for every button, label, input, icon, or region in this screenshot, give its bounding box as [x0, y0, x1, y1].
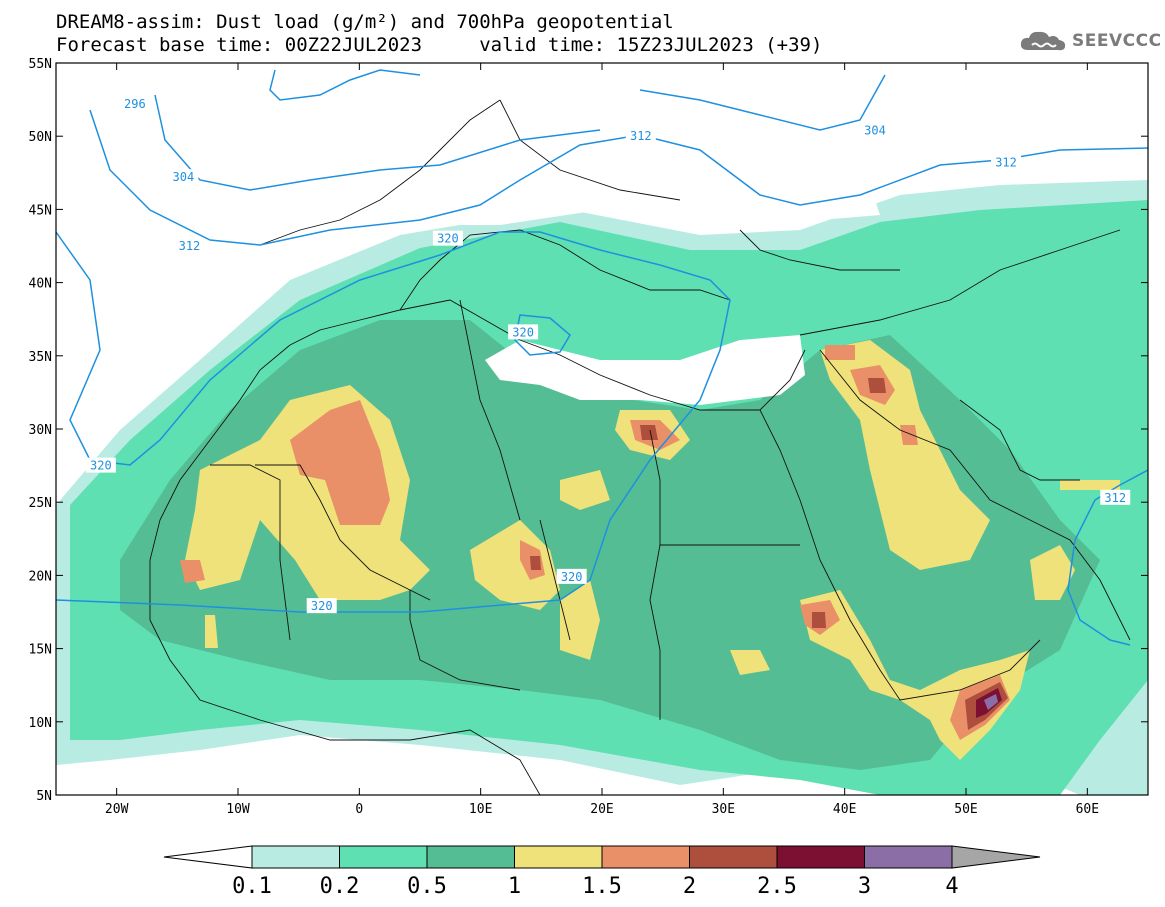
- colorbar-tick-label: 1: [508, 874, 521, 899]
- lat-tick-label: 50N: [29, 130, 52, 145]
- contour-label-bg: [168, 169, 199, 185]
- colorbar-over-arrow: [951, 845, 1041, 869]
- lon-tick-label: 10W: [226, 802, 250, 817]
- colorbar-segment: [601, 845, 690, 869]
- colorbar-segment: [426, 845, 515, 869]
- contour-label: 320: [90, 459, 112, 473]
- colorbar-tick-label: 1.5: [582, 874, 622, 899]
- lat-tick-label: 5N: [36, 789, 52, 804]
- lon-tick-label: 40E: [833, 802, 856, 817]
- contour-label-bg: [508, 324, 539, 340]
- lat-axis: 55N 50N 45N 40N 35N 30N 25N 20N 15N 10N 5N: [29, 57, 1148, 804]
- coastlines: [149, 99, 1131, 795]
- contour-320-loop: [514, 314, 571, 356]
- lon-tick-label: 50E: [954, 802, 977, 817]
- lat-tick-label: 15N: [29, 643, 52, 658]
- contour-label-bg: [991, 154, 1022, 170]
- lat-tick-label: 20N: [29, 569, 52, 584]
- lat-tick-label: 10N: [29, 716, 52, 731]
- lon-tick-label: 10E: [469, 802, 492, 817]
- contour-312-east: [1067, 469, 1148, 646]
- contour-296: [269, 69, 421, 101]
- contour-label-bg: [432, 230, 463, 246]
- colorbar-segment: [251, 845, 340, 869]
- contour-label: 320: [512, 325, 534, 339]
- colorbar-tick-label: 4: [945, 874, 958, 899]
- lon-tick-label: 20E: [590, 802, 613, 817]
- lat-tick-label: 55N: [29, 57, 52, 72]
- colorbar-tick-label: 0.2: [320, 874, 360, 899]
- contour-304-west: [154, 94, 601, 191]
- lat-tick-label: 40N: [29, 277, 52, 292]
- cloud-logo-icon: [1020, 31, 1066, 51]
- contour-label-bg: [556, 568, 587, 584]
- colorbar-segment: [514, 845, 603, 869]
- contour-label: 320: [311, 599, 333, 613]
- contour-label: 312: [1104, 491, 1126, 505]
- map-title: DREAM8-assim: Dust load (g/m²) and 700hP…: [56, 11, 674, 33]
- lon-tick-label: 20W: [105, 802, 129, 817]
- contour-label: 320: [437, 232, 459, 246]
- dust-band-3.0: [984, 694, 998, 710]
- colorbar: 0.1 0.2 0.5 1 1.5 2 2.5 3 4: [163, 845, 1041, 899]
- contour-312-west: [89, 109, 1148, 246]
- dust-load-field: [56, 63, 1148, 795]
- contour-label-bg: [306, 598, 337, 614]
- colorbar-segment: [339, 845, 428, 869]
- colorbar-tick-label: 0.5: [407, 874, 447, 899]
- colorbar-tick-label: 0.1: [232, 874, 272, 899]
- colorbar-segment: [864, 845, 953, 869]
- lat-tick-label: 30N: [29, 423, 52, 438]
- contour-label-bg: [85, 457, 116, 473]
- colorbar-tick-label: 2: [683, 874, 696, 899]
- contour-label: 312: [179, 239, 201, 253]
- mediterranean-sea: [485, 335, 805, 405]
- contour-label-bg: [860, 122, 890, 138]
- lon-tick-label: 60E: [1076, 802, 1099, 817]
- contour-label-bg: [625, 128, 656, 144]
- colorbar-under-arrow: [163, 845, 253, 869]
- lat-tick-label: 25N: [29, 496, 52, 511]
- contour-label: 304: [864, 123, 886, 137]
- lat-tick-label: 45N: [29, 203, 52, 218]
- contour-label: 320: [561, 570, 583, 584]
- colorbar-segment: [689, 845, 778, 869]
- lon-axis: 20W 10W 0 10E 20E 30E 40E 50E 60E: [105, 63, 1099, 817]
- colorbar-tick-label: 2.5: [757, 874, 797, 899]
- contour-label: 304: [173, 170, 195, 184]
- forecast-times: Forecast base time: 00Z22JUL2023 valid t…: [56, 34, 823, 56]
- contour-label: 312: [630, 129, 652, 143]
- colorbar-tick-label: 3: [858, 874, 871, 899]
- contour-label-bg: [119, 95, 150, 111]
- colorbar-segment: [776, 845, 865, 869]
- logo-text: SEEVCCC: [1072, 31, 1162, 51]
- contour-label-bg: [174, 238, 205, 253]
- lat-tick-label: 35N: [29, 350, 52, 365]
- lon-tick-label: 0: [355, 802, 363, 817]
- contour-label-bg: [1100, 489, 1131, 505]
- seevccc-logo: SEEVCCC: [1018, 26, 1162, 56]
- contour-label: 312: [995, 156, 1017, 170]
- lon-tick-label: 30E: [712, 802, 735, 817]
- europe-land: [56, 63, 1148, 270]
- contour-304-east: [639, 74, 886, 131]
- contour-labels: 296 304 304 312 312 312 312 320 320 320 320 320: [85, 95, 1131, 614]
- contour-label: 296: [124, 97, 146, 111]
